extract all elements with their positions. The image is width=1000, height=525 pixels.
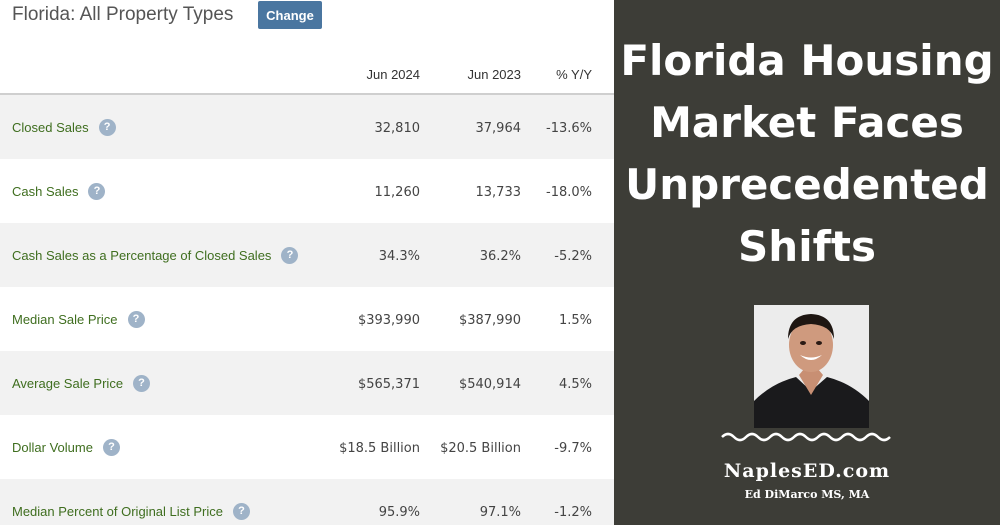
row-label[interactable]: Median Percent of Original List Price? [12, 503, 250, 520]
headline-line: Market Faces [650, 98, 964, 147]
cell-jun-2023: $540,914 [458, 377, 521, 392]
help-icon[interactable]: ? [127, 311, 145, 328]
help-icon[interactable]: ? [281, 247, 299, 264]
column-header-yoy: % Y/Y [556, 67, 592, 82]
row-label-text[interactable]: Closed Sales [12, 120, 89, 135]
cell-yoy: -9.7% [554, 441, 592, 456]
table-row: Cash Sales? 11,260 13,733 -18.0% [0, 159, 614, 223]
header-divider [0, 93, 614, 95]
headline-line: Florida Housing [620, 36, 994, 85]
cell-yoy: -1.2% [554, 505, 592, 520]
cell-yoy: 1.5% [558, 313, 592, 328]
cell-jun-2023: 97.1% [479, 505, 521, 520]
cell-yoy: 4.5% [558, 377, 592, 392]
site-name: NaplesED.com [723, 460, 891, 482]
cell-jun-2023: 37,964 [475, 121, 522, 136]
row-label[interactable]: Dollar Volume? [12, 439, 120, 456]
banner-panel: Florida Housing Market Faces Unprecedent… [614, 0, 1000, 525]
column-header-jun-2024: Jun 2024 [366, 67, 421, 82]
row-label-text[interactable]: Dollar Volume [12, 440, 93, 455]
cell-jun-2024: 32,810 [374, 121, 421, 136]
help-icon[interactable]: ? [232, 503, 250, 520]
row-label-text[interactable]: Median Percent of Original List Price [12, 504, 223, 519]
cell-yoy: -18.0% [546, 185, 592, 200]
cell-jun-2024: $393,990 [357, 313, 420, 328]
table-row: Average Sale Price? $565,371 $540,914 4.… [0, 351, 614, 415]
portrait-image [754, 305, 869, 428]
help-icon[interactable]: ? [98, 119, 116, 136]
headline-line: Unprecedented [625, 160, 989, 209]
row-label-text[interactable]: Average Sale Price [12, 376, 124, 391]
cell-jun-2023: $20.5 Billion [440, 441, 521, 456]
table-row: Closed Sales? 32,810 37,964 -13.6% [0, 95, 614, 159]
cell-jun-2024: $565,371 [357, 377, 420, 392]
row-label[interactable]: Median Sale Price? [12, 311, 145, 328]
help-icon[interactable]: ? [133, 375, 151, 392]
cell-jun-2024: 95.9% [378, 505, 420, 520]
help-icon[interactable]: ? [102, 439, 120, 456]
cell-yoy: -5.2% [554, 249, 592, 264]
change-button[interactable]: Change [258, 1, 322, 29]
author-name: Ed DiMarco MS, MA [744, 488, 870, 501]
row-label-text[interactable]: Cash Sales [12, 184, 79, 199]
column-header-jun-2023: Jun 2023 [467, 67, 522, 82]
cell-jun-2023: 13,733 [475, 185, 522, 200]
help-icon[interactable]: ? [88, 183, 106, 200]
cell-jun-2024: 34.3% [378, 249, 420, 264]
table-row: Median Sale Price? $393,990 $387,990 1.5… [0, 287, 614, 351]
row-label[interactable]: Closed Sales? [12, 119, 116, 136]
author-photo [754, 305, 869, 428]
row-label-text[interactable]: Cash Sales as a Percentage of Closed Sal… [12, 248, 272, 263]
stats-header: Florida: All Property Types Change [0, 0, 614, 60]
table-row: Cash Sales as a Percentage of Closed Sal… [0, 223, 614, 287]
row-label[interactable]: Average Sale Price? [12, 375, 151, 392]
headline-line: Shifts [738, 222, 876, 271]
cell-jun-2024: $18.5 Billion [339, 441, 420, 456]
stats-panel: Florida: All Property Types Change Jun 2… [0, 0, 614, 525]
table-row: Dollar Volume? $18.5 Billion $20.5 Billi… [0, 415, 614, 479]
row-label[interactable]: Cash Sales? [12, 183, 106, 200]
row-label-text[interactable]: Median Sale Price [12, 312, 118, 327]
cell-jun-2024: 11,260 [374, 185, 421, 200]
wave-divider-icon [721, 432, 891, 442]
banner-headline: Florida Housing Market Faces Unprecedent… [614, 30, 1000, 278]
cell-yoy: -13.6% [546, 121, 592, 136]
cell-jun-2023: $387,990 [458, 313, 521, 328]
page-title: Florida: All Property Types [12, 4, 234, 25]
table-row: Median Percent of Original List Price? 9… [0, 479, 614, 525]
cell-jun-2023: 36.2% [479, 249, 521, 264]
stats-table: Closed Sales? 32,810 37,964 -13.6% Cash … [0, 95, 614, 525]
row-label[interactable]: Cash Sales as a Percentage of Closed Sal… [12, 247, 299, 264]
